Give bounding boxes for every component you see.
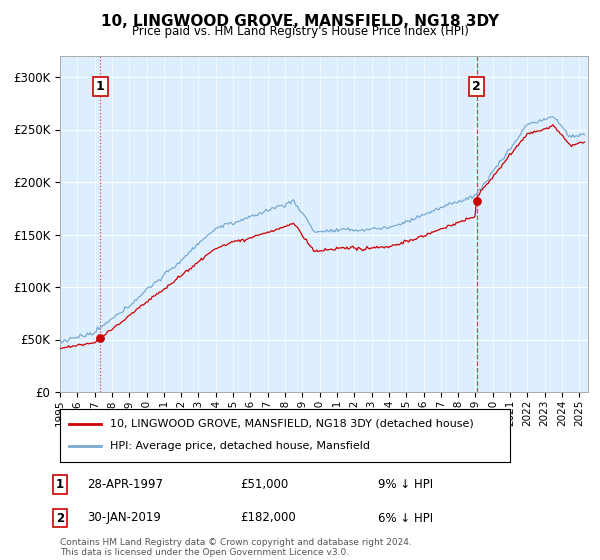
Text: HPI: Average price, detached house, Mansfield: HPI: Average price, detached house, Mans… <box>110 441 370 451</box>
Text: 2: 2 <box>56 511 64 525</box>
Text: 1: 1 <box>56 478 64 491</box>
Text: 1: 1 <box>96 80 104 93</box>
Text: 6% ↓ HPI: 6% ↓ HPI <box>378 511 433 525</box>
Text: 9% ↓ HPI: 9% ↓ HPI <box>378 478 433 491</box>
Text: £51,000: £51,000 <box>240 478 288 491</box>
Text: 28-APR-1997: 28-APR-1997 <box>87 478 163 491</box>
Point <box>95 334 105 343</box>
Point <box>472 197 482 206</box>
Text: 10, LINGWOOD GROVE, MANSFIELD, NG18 3DY: 10, LINGWOOD GROVE, MANSFIELD, NG18 3DY <box>101 14 499 29</box>
Text: 2: 2 <box>472 80 481 93</box>
Text: Contains HM Land Registry data © Crown copyright and database right 2024.
This d: Contains HM Land Registry data © Crown c… <box>60 538 412 557</box>
Text: £182,000: £182,000 <box>240 511 296 525</box>
Text: 30-JAN-2019: 30-JAN-2019 <box>87 511 161 525</box>
Text: 10, LINGWOOD GROVE, MANSFIELD, NG18 3DY (detached house): 10, LINGWOOD GROVE, MANSFIELD, NG18 3DY … <box>110 419 473 429</box>
Text: Price paid vs. HM Land Registry's House Price Index (HPI): Price paid vs. HM Land Registry's House … <box>131 25 469 38</box>
